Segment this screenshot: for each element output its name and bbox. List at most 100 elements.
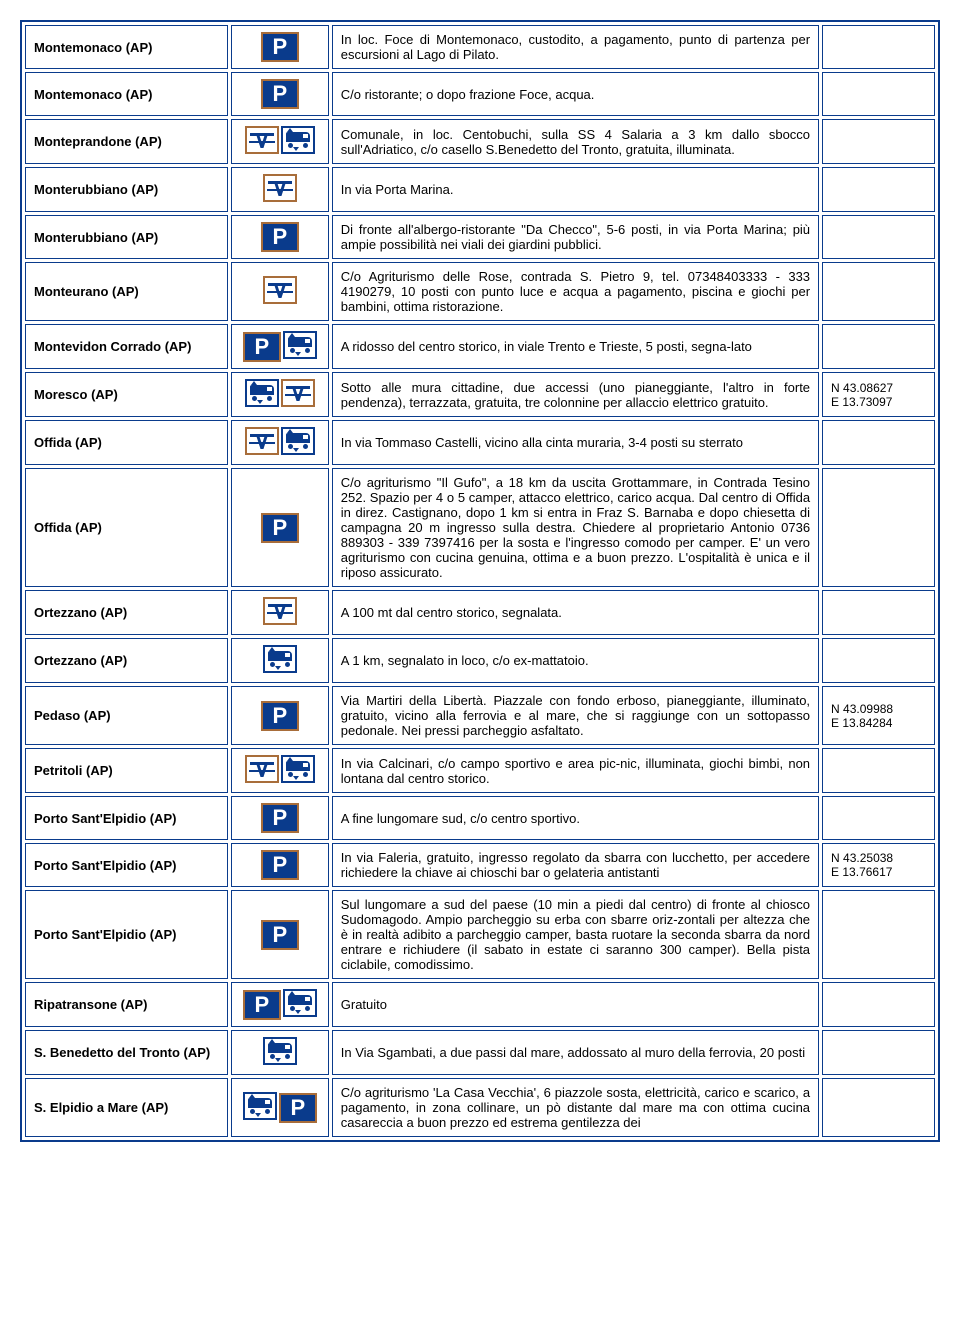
coordinates-cell: N 43.08627 E 13.73097 [822, 372, 935, 417]
picnic-icon [245, 755, 279, 786]
camper-service-icon [281, 427, 315, 458]
location-cell: Petritoli (AP) [25, 748, 228, 793]
table-row: Petritoli (AP) In via Calcinari, c/o camp… [25, 748, 935, 793]
icons-cell: P [231, 72, 329, 116]
icons-cell [231, 420, 329, 465]
coordinates-cell [822, 324, 935, 369]
location-cell: Porto Sant'Elpidio (AP) [25, 890, 228, 979]
table-row: S. Elpidio a Mare (AP)PC/o agriturismo '… [25, 1078, 935, 1137]
camper-service-icon [283, 989, 317, 1020]
coordinates-cell [822, 982, 935, 1027]
table-row: Offida (AP) In via Tommaso Castelli, vici… [25, 420, 935, 465]
coordinates-cell [822, 420, 935, 465]
description-cell: A 100 mt dal centro storico, segnalata. [332, 590, 819, 635]
coordinates-cell [822, 748, 935, 793]
camper-service-icon [281, 755, 315, 786]
coordinates-cell [822, 1030, 935, 1075]
coordinates-cell [822, 262, 935, 321]
location-cell: Monterubbiano (AP) [25, 167, 228, 212]
table-row: Ortezzano (AP) A 1 km, segnalato in loco,… [25, 638, 935, 683]
table-row: Montemonaco (AP) P In loc. Foce di Montemo… [25, 25, 935, 69]
camper-service-icon [243, 1092, 277, 1123]
icons-cell: P [231, 890, 329, 979]
icons-cell [231, 262, 329, 321]
description-cell: In Via Sgambati, a due passi dal mare, a… [332, 1030, 819, 1075]
parking-icon: P [261, 32, 299, 62]
parking-icon: P [279, 1093, 317, 1123]
camper-service-icon [263, 645, 297, 676]
icons-cell: P [231, 843, 329, 887]
location-cell: Montemonaco (AP) [25, 25, 228, 69]
description-cell: In via Tommaso Castelli, vicino alla cin… [332, 420, 819, 465]
parking-icon: P [261, 803, 299, 833]
description-cell: C/o agriturismo "Il Gufo", a 18 km da us… [332, 468, 819, 587]
icons-cell: P [231, 982, 329, 1027]
icons-cell [231, 167, 329, 212]
table-row: Monteurano (AP) C/o Agriturismo delle Ros… [25, 262, 935, 321]
coordinates-cell [822, 167, 935, 212]
location-cell: Ripatransone (AP) [25, 982, 228, 1027]
description-cell: In loc. Foce di Montemonaco, custodito, … [332, 25, 819, 69]
picnic-icon [245, 427, 279, 458]
camper-service-icon [283, 331, 317, 362]
table-row: Ortezzano (AP) A 100 mt dal centro storic… [25, 590, 935, 635]
picnic-icon [263, 597, 297, 628]
icons-cell: P [231, 686, 329, 745]
description-cell: Sul lungomare a sud del paese (10 min a … [332, 890, 819, 979]
description-cell: A 1 km, segnalato in loco, c/o ex-mattat… [332, 638, 819, 683]
icons-cell [231, 590, 329, 635]
parking-icon: P [261, 920, 299, 950]
camper-service-icon [245, 379, 279, 410]
icons-cell: P [231, 1078, 329, 1137]
location-cell: Monteprandone (AP) [25, 119, 228, 164]
location-cell: Ortezzano (AP) [25, 638, 228, 683]
table-row: Ripatransone (AP) P Gratuito [25, 982, 935, 1027]
table-row: Porto Sant'Elpidio (AP)PIn via Faleria, … [25, 843, 935, 887]
description-cell: Via Martiri della Libertà. Piazzale con … [332, 686, 819, 745]
description-cell: Gratuito [332, 982, 819, 1027]
table-row: Monterubbiano (AP) P Di fronte all'albergo… [25, 215, 935, 259]
table-body: Montemonaco (AP)PIn loc. Foce di Montemo… [25, 25, 935, 1137]
table-row: Monteprandone (AP) Comunale, in loc. Cent… [25, 119, 935, 164]
location-cell: Moresco (AP) [25, 372, 228, 417]
parking-icon: P [261, 513, 299, 543]
table-row: Montemonaco (AP)PC/o ristorante; o dopo … [25, 72, 935, 116]
parking-icon: P [243, 990, 281, 1020]
coordinates-cell [822, 1078, 935, 1137]
table-row: Montevidon Corrado (AP)PA ridosso del ce… [25, 324, 935, 369]
location-cell: Offida (AP) [25, 420, 228, 465]
description-cell: A fine lungomare sud, c/o centro sportiv… [332, 796, 819, 840]
location-cell: Porto Sant'Elpidio (AP) [25, 796, 228, 840]
description-cell: In via Calcinari, c/o campo sportivo e a… [332, 748, 819, 793]
table-row: Offida (AP) P C/o agriturismo "Il Gufo", a… [25, 468, 935, 587]
coordinates-cell [822, 796, 935, 840]
icons-cell [231, 638, 329, 683]
camper-service-icon [281, 126, 315, 157]
icons-cell [231, 119, 329, 164]
table-row: Monterubbiano (AP) In via Porta Marina. [25, 167, 935, 212]
parking-icon: P [261, 222, 299, 252]
location-cell: Monteurano (AP) [25, 262, 228, 321]
location-cell: Montemonaco (AP) [25, 72, 228, 116]
description-cell: Comunale, in loc. Centobuchi, sulla SS 4… [332, 119, 819, 164]
description-cell: A ridosso del centro storico, in viale T… [332, 324, 819, 369]
description-cell: C/o agriturismo 'La Casa Vecchia', 6 pia… [332, 1078, 819, 1137]
description-cell: Di fronte all'albergo-ristorante "Da Che… [332, 215, 819, 259]
location-cell: Ortezzano (AP) [25, 590, 228, 635]
icons-cell: P [231, 796, 329, 840]
icons-cell: P [231, 25, 329, 69]
icons-cell [231, 748, 329, 793]
icons-cell: P [231, 215, 329, 259]
picnic-icon [245, 126, 279, 157]
location-cell: Porto Sant'Elpidio (AP) [25, 843, 228, 887]
coordinates-cell [822, 215, 935, 259]
picnic-icon [281, 379, 315, 410]
parking-icon: P [261, 850, 299, 880]
description-cell: In via Porta Marina. [332, 167, 819, 212]
description-cell: C/o ristorante; o dopo frazione Foce, ac… [332, 72, 819, 116]
location-cell: Offida (AP) [25, 468, 228, 587]
location-cell: Monterubbiano (AP) [25, 215, 228, 259]
coordinates-cell: N 43.09988 E 13.84284 [822, 686, 935, 745]
description-cell: C/o Agriturismo delle Rose, contrada S. … [332, 262, 819, 321]
parking-icon: P [261, 701, 299, 731]
